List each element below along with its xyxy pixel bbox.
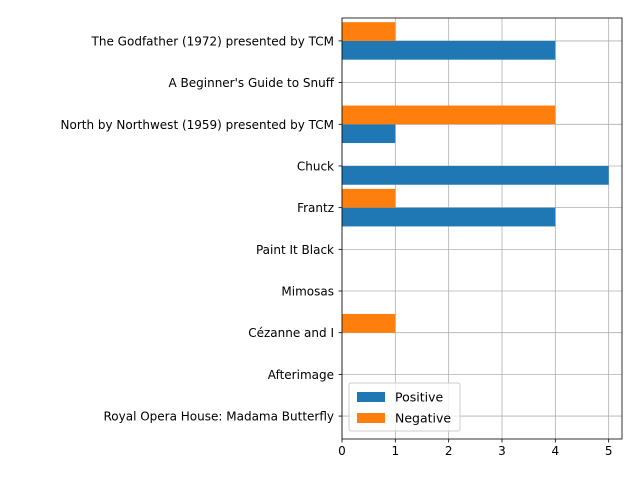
y-tick-label: Chuck <box>297 159 334 173</box>
legend-label-negative: Negative <box>395 411 451 426</box>
legend-label-positive: Positive <box>395 390 443 405</box>
y-tick-label: Mimosas <box>281 285 334 299</box>
bar-negative <box>342 22 396 41</box>
axes-frame <box>341 17 623 440</box>
y-tick-label: A Beginner's Guide to Snuff <box>169 76 335 90</box>
y-tick-label: Afterimage <box>268 368 334 382</box>
y-tick-label: The Godfather (1972) presented by TCM <box>91 34 334 48</box>
y-tick-label: Paint It Black <box>256 243 334 257</box>
x-tick-label: 3 <box>498 444 506 458</box>
x-tick-label: 2 <box>445 444 453 458</box>
x-tick-label: 4 <box>552 444 560 458</box>
legend-swatch-negative <box>357 413 385 423</box>
ticks <box>338 40 610 443</box>
bar-positive <box>342 40 556 60</box>
y-tick-label: Frantz <box>297 201 334 215</box>
legend: Positive Negative <box>348 382 461 432</box>
x-tick-label: 0 <box>338 444 346 458</box>
y-tick-label: Royal Opera House: Madama Butterfly <box>103 410 334 424</box>
legend-swatch-positive <box>357 392 385 402</box>
y-tick-label: North by Northwest (1959) presented by T… <box>61 118 334 132</box>
bars <box>342 22 609 333</box>
x-tick-label: 5 <box>605 444 613 458</box>
y-tick-label: Cézanne and I <box>248 326 334 340</box>
bar-negative <box>342 313 396 333</box>
bar-positive <box>342 207 556 227</box>
bar-negative <box>342 105 556 125</box>
bar-negative <box>342 188 396 208</box>
bar-positive <box>342 165 609 185</box>
bar-positive <box>342 124 396 144</box>
x-tick-labels: 0 1 2 3 4 5 <box>338 444 612 458</box>
x-tick-label: 1 <box>392 444 400 458</box>
y-tick-labels: The Godfather (1972) presented by TCM A B… <box>61 34 335 423</box>
